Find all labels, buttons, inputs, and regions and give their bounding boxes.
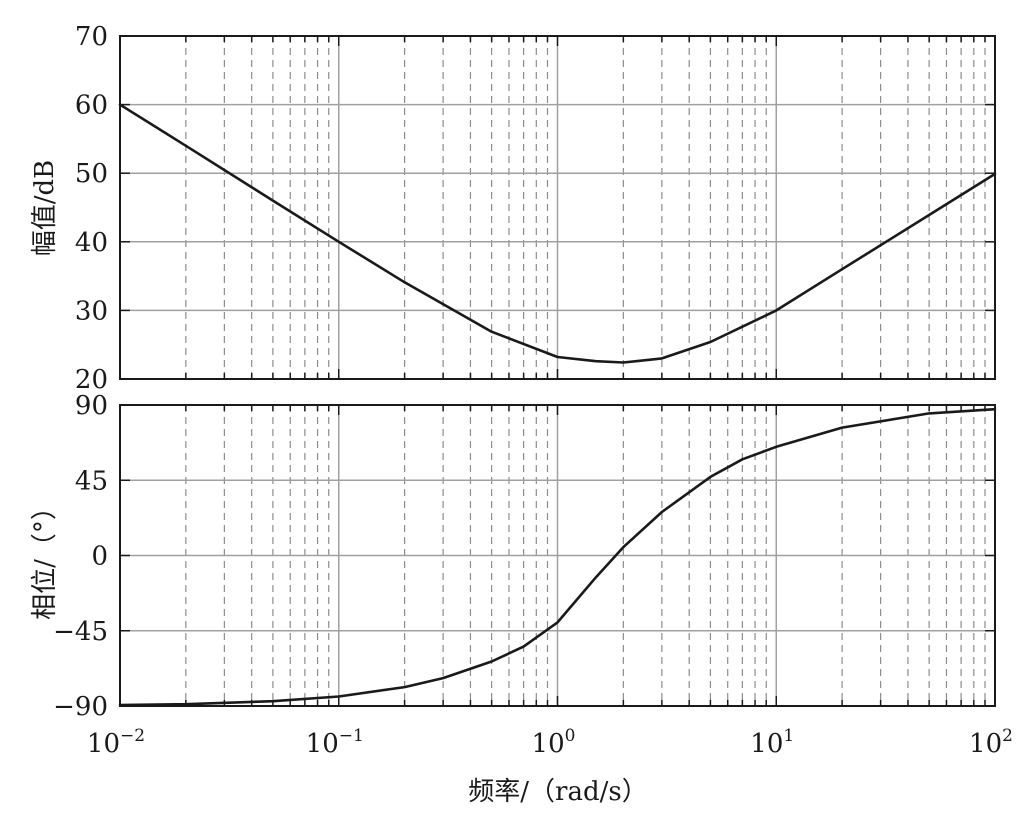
frequency-xtick-label: 101 bbox=[750, 726, 794, 759]
magnitude-ytick-label: 30 bbox=[75, 296, 108, 326]
phase-ytick-label: 0 bbox=[91, 542, 108, 572]
phase-curve-group bbox=[118, 407, 997, 707]
magnitude-ytick-label: 60 bbox=[75, 91, 108, 121]
phase-curve bbox=[118, 407, 997, 707]
phase-grid bbox=[120, 405, 995, 706]
frequency-xtick-label: 100 bbox=[532, 726, 576, 759]
magnitude-ytick-label: 40 bbox=[75, 228, 108, 258]
frequency-xlabel: 频率/（rad/s） bbox=[468, 777, 647, 807]
frequency-xtick-label: 10−2 bbox=[87, 726, 145, 759]
magnitude-grid bbox=[120, 36, 995, 379]
tick-labels: 20 30 40 50 60 70 −90 −45 0 45 90 10−2 10−1 100 101 102 bbox=[53, 22, 1013, 759]
magnitude-ytick-label: 50 bbox=[75, 159, 108, 189]
magnitude-curve-group bbox=[118, 103, 997, 364]
phase-ylabel: 相位/（°） bbox=[30, 494, 60, 620]
magnitude-ytick-label: 20 bbox=[75, 365, 108, 395]
frequency-xtick-label: 102 bbox=[969, 726, 1013, 759]
magnitude-ylabel: 幅值/dB bbox=[30, 160, 60, 257]
phase-ytick-label: −45 bbox=[53, 617, 108, 647]
magnitude-ytick-label: 70 bbox=[75, 22, 108, 52]
magnitude-curve bbox=[118, 103, 997, 364]
phase-ytick-label: −90 bbox=[53, 692, 108, 722]
frequency-xtick-label: 10−1 bbox=[306, 726, 364, 759]
phase-ytick-label: 90 bbox=[75, 391, 108, 421]
phase-ytick-label: 45 bbox=[75, 466, 108, 496]
plot-frames bbox=[119, 35, 996, 707]
